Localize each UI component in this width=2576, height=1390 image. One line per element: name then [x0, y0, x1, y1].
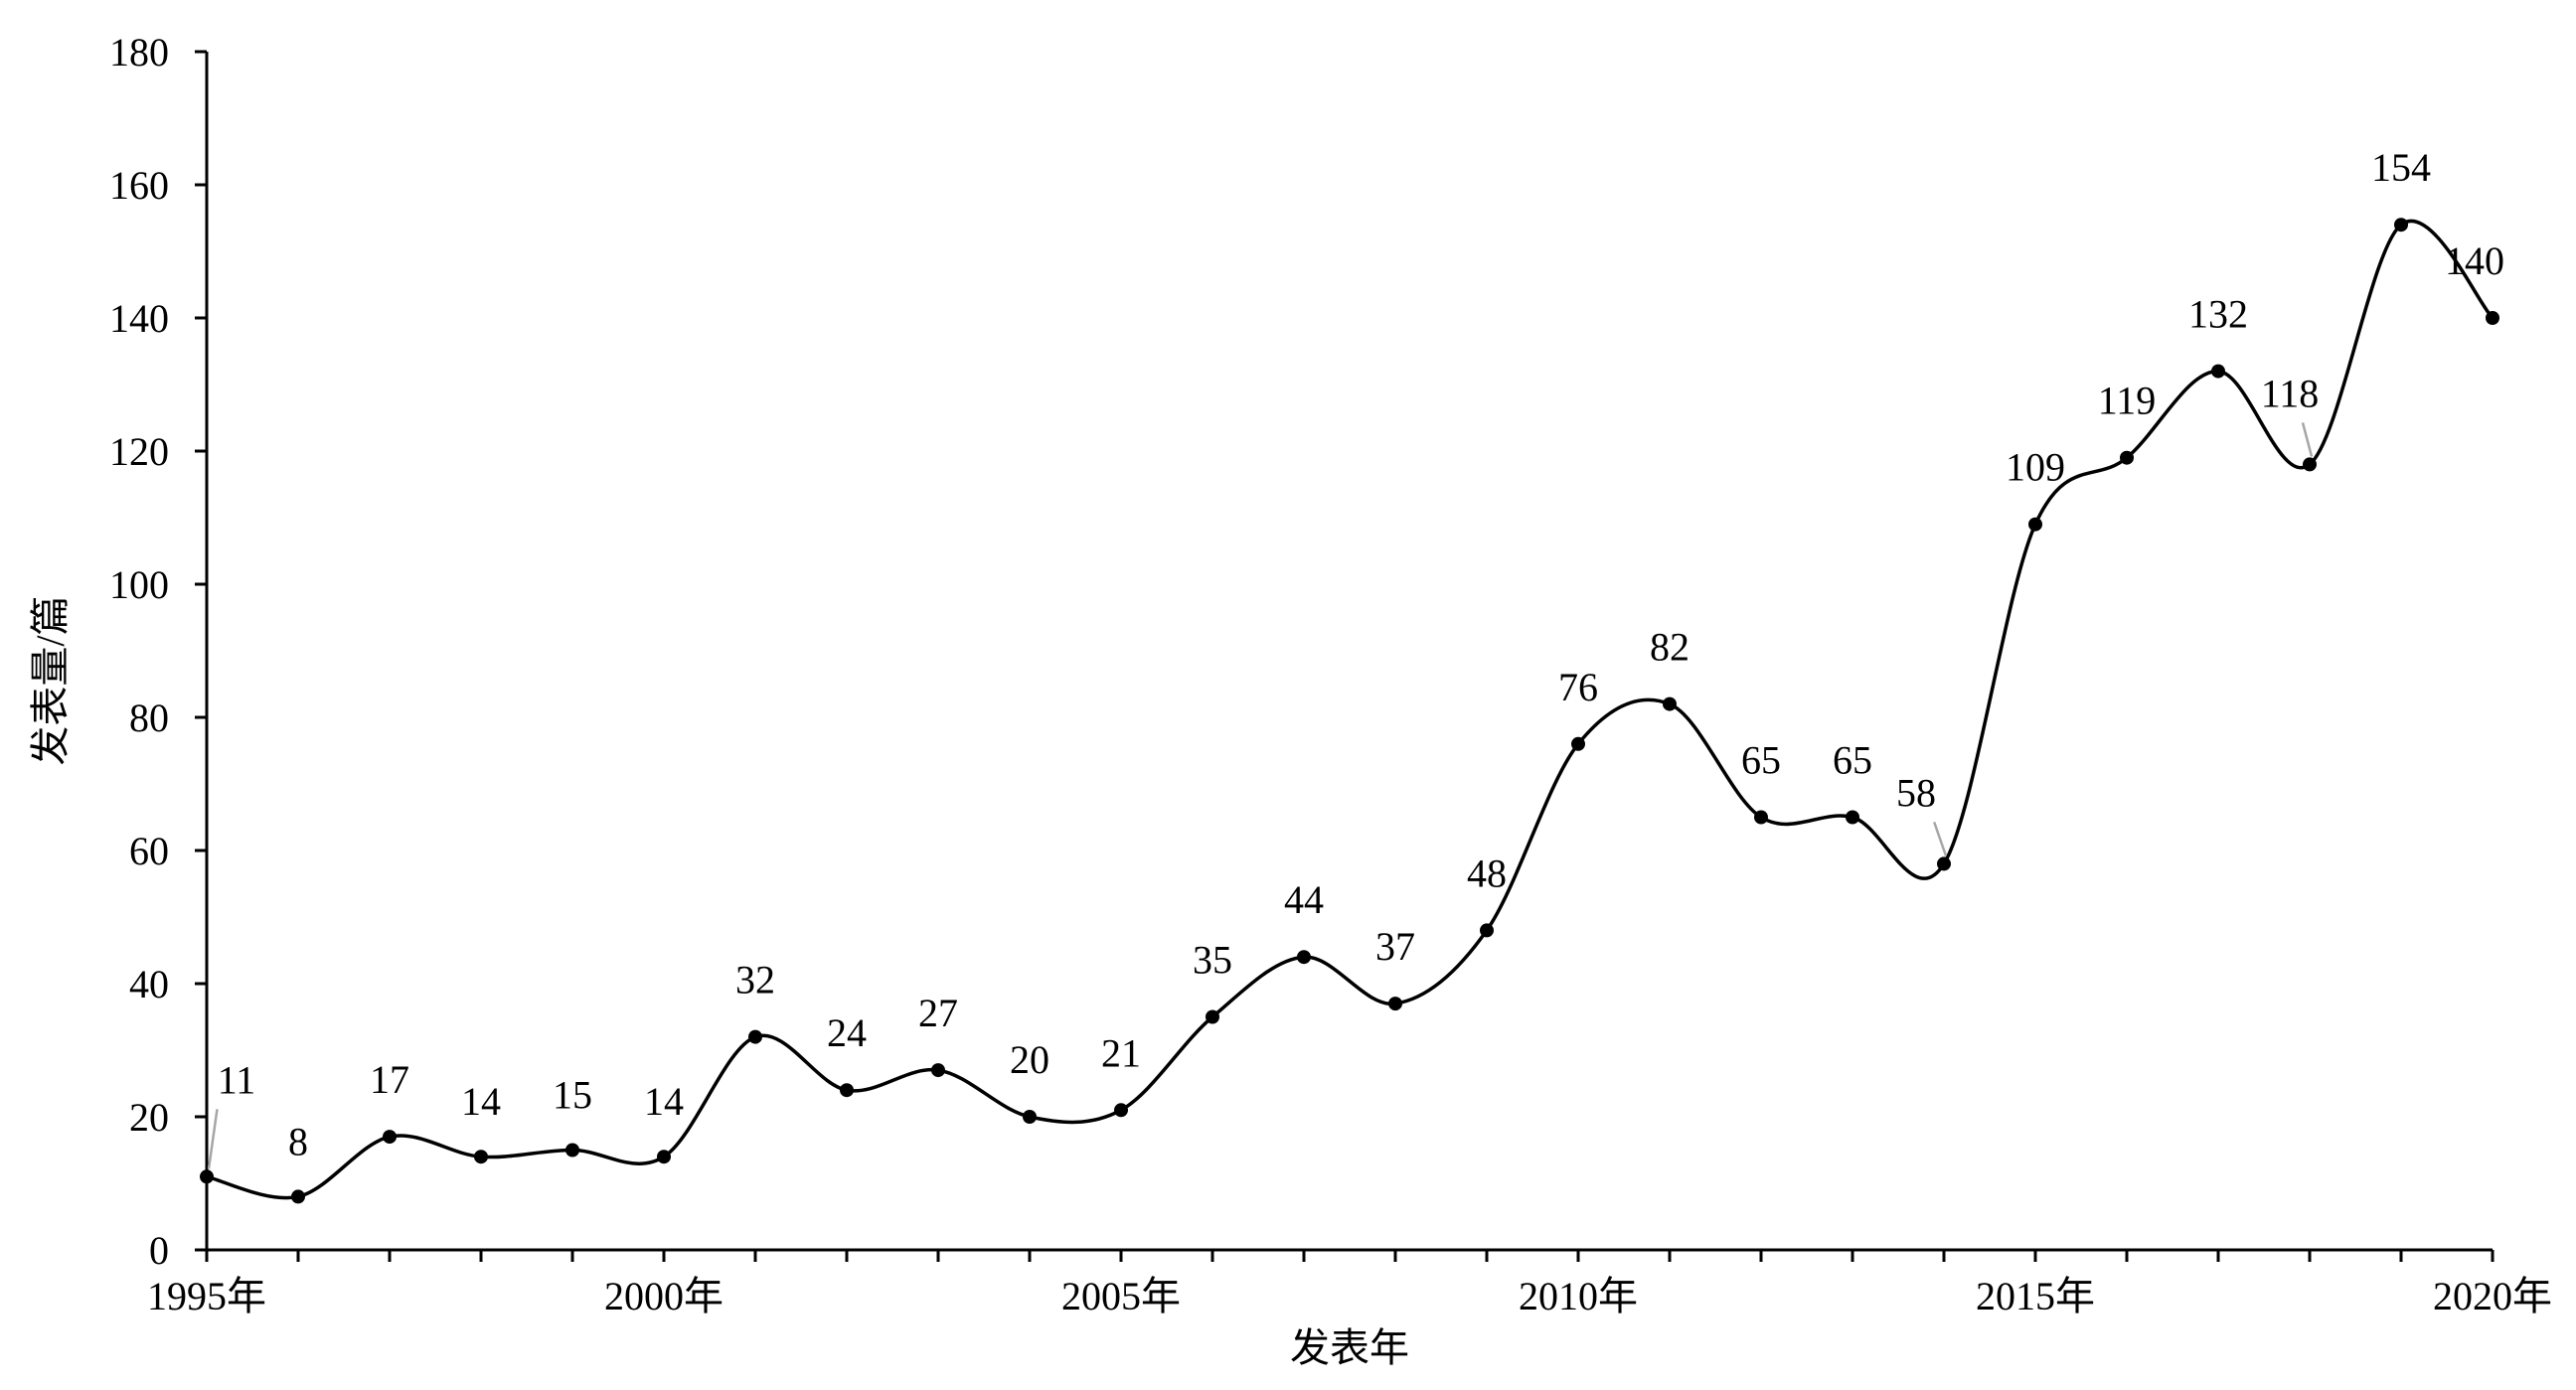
data-point — [2028, 517, 2042, 532]
data-label: 48 — [1467, 850, 1507, 895]
data-label: 24 — [827, 1010, 867, 1055]
data-label: 20 — [1010, 1037, 1049, 1082]
data-point — [2211, 364, 2225, 379]
data-label: 14 — [461, 1079, 501, 1124]
data-point — [931, 1063, 945, 1078]
data-point — [1480, 923, 1494, 938]
data-label: 11 — [218, 1057, 256, 1102]
data-point — [1297, 950, 1311, 965]
data-point — [1937, 856, 1951, 871]
data-point — [1754, 810, 1768, 825]
leader-line — [207, 1109, 219, 1169]
data-label: 15 — [553, 1073, 592, 1118]
data-point — [2394, 218, 2408, 232]
leader-line — [1933, 821, 1948, 856]
data-label: 37 — [1375, 924, 1415, 969]
y-axis-ticks — [195, 50, 207, 1252]
data-point — [1206, 1009, 1219, 1024]
y-tick-label: 80 — [129, 695, 169, 740]
data-point — [291, 1189, 305, 1204]
data-label: 27 — [918, 991, 958, 1035]
y-tick-label: 40 — [129, 962, 169, 1006]
y-tick-label: 20 — [129, 1095, 169, 1140]
data-label: 65 — [1741, 738, 1781, 783]
x-tick-label: 2020年 — [2433, 1274, 2552, 1318]
data-point — [1846, 810, 1859, 825]
y-tick-label: 60 — [129, 829, 169, 873]
data-label: 119 — [2098, 379, 2157, 423]
data-point — [1663, 696, 1677, 711]
data-label: 140 — [2445, 238, 2504, 283]
data-point — [2303, 457, 2317, 472]
data-label: 109 — [2006, 445, 2065, 490]
data-label: 44 — [1284, 877, 1324, 922]
data-point — [657, 1150, 671, 1164]
data-label: 154 — [2371, 145, 2431, 190]
series-line-group — [206, 220, 2495, 1200]
y-tick-label: 120 — [109, 429, 169, 474]
data-label: 35 — [1193, 938, 1232, 983]
x-tick-label: 2010年 — [1519, 1274, 1638, 1318]
data-label: 132 — [2188, 292, 2248, 337]
x-tick-label: 2000年 — [604, 1274, 724, 1318]
data-point-markers — [200, 218, 2499, 1204]
data-label: 8 — [288, 1119, 308, 1163]
axes: 0 20 40 60 80 100 120 140 160 180 1995年 2000年 2005年… — [109, 30, 2552, 1318]
x-tick-label: 2015年 — [1976, 1274, 2095, 1318]
data-label: 32 — [735, 958, 775, 1003]
data-point — [1023, 1110, 1037, 1124]
data-label: 82 — [1650, 625, 1690, 670]
data-label: 76 — [1558, 665, 1598, 709]
data-point — [200, 1169, 214, 1184]
data-point — [840, 1083, 854, 1098]
data-point — [748, 1029, 762, 1044]
y-tick-label: 160 — [109, 163, 169, 208]
data-label: 65 — [1833, 738, 1872, 783]
x-tick-label: 1995年 — [147, 1274, 266, 1318]
x-tick-label: 2005年 — [1061, 1274, 1181, 1318]
data-point — [474, 1150, 488, 1164]
series-line — [206, 220, 2495, 1200]
y-axis-tick-labels: 0 20 40 60 80 100 120 140 160 180 — [109, 30, 169, 1273]
y-tick-label: 0 — [149, 1228, 169, 1273]
x-axis-ticks — [205, 1250, 2495, 1262]
y-tick-label: 180 — [109, 30, 169, 75]
data-label: 118 — [2261, 371, 2320, 415]
x-axis-tick-labels: 1995年 2000年 2005年 2010年 2015年 2020年 — [147, 1274, 2552, 1318]
y-tick-label: 100 — [109, 562, 169, 607]
data-label: 21 — [1101, 1030, 1141, 1075]
leader-line — [2301, 422, 2314, 457]
y-tick-label: 140 — [109, 296, 169, 341]
data-point — [2486, 311, 2499, 325]
data-point — [565, 1143, 579, 1158]
data-label: 14 — [644, 1079, 684, 1124]
data-label: 17 — [370, 1057, 409, 1102]
data-label: 58 — [1896, 770, 1936, 815]
leader-lines — [207, 422, 2314, 1169]
data-point — [1571, 736, 1585, 751]
data-point — [1114, 1103, 1128, 1118]
data-point — [2120, 450, 2134, 465]
x-axis-title: 发表年 — [1290, 1325, 1409, 1370]
y-axis-title: 发表量/篇 — [28, 595, 73, 765]
data-point — [1388, 997, 1402, 1011]
data-point — [383, 1130, 397, 1145]
